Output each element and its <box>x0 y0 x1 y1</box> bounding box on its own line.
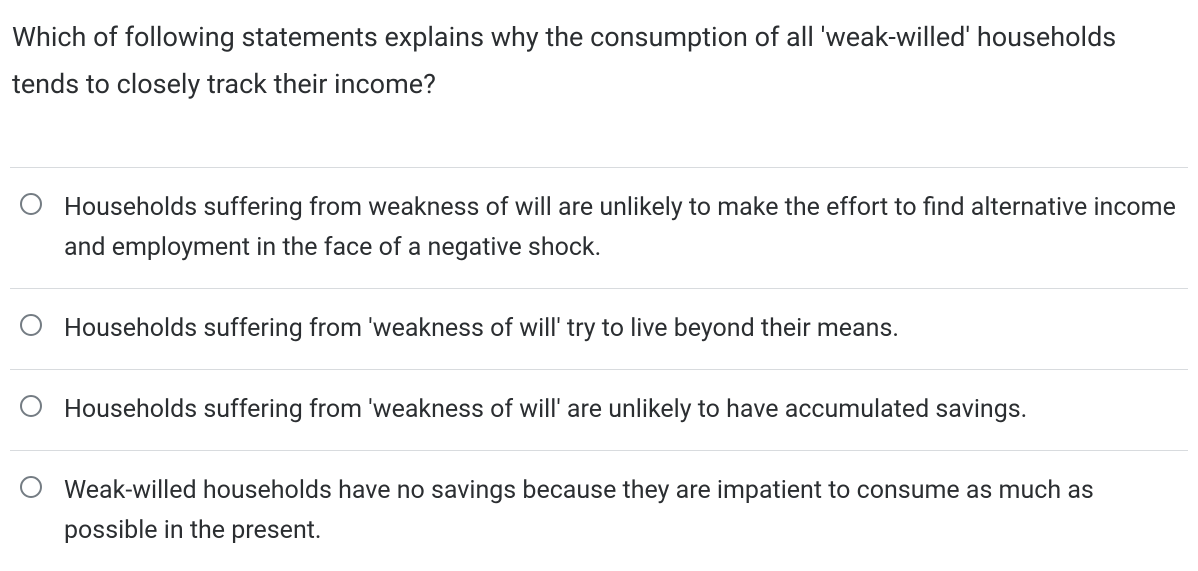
radio-button[interactable] <box>20 193 42 215</box>
radio-button[interactable] <box>20 314 42 336</box>
options-list: Households suffering from weakness of wi… <box>10 167 1188 571</box>
radio-button[interactable] <box>20 476 42 498</box>
radio-button[interactable] <box>20 395 42 417</box>
option-text: Households suffering from weakness of wi… <box>64 188 1184 268</box>
option-row[interactable]: Households suffering from weakness of wi… <box>10 167 1188 288</box>
option-text: Households suffering from 'weakness of w… <box>64 390 1027 430</box>
question-text: Which of following statements explains w… <box>10 14 1188 109</box>
option-row[interactable]: Households suffering from 'weakness of w… <box>10 369 1188 450</box>
option-row[interactable]: Weak-willed households have no savings b… <box>10 450 1188 571</box>
option-text: Households suffering from 'weakness of w… <box>64 309 899 349</box>
option-text: Weak-willed households have no savings b… <box>64 471 1184 551</box>
option-row[interactable]: Households suffering from 'weakness of w… <box>10 288 1188 369</box>
